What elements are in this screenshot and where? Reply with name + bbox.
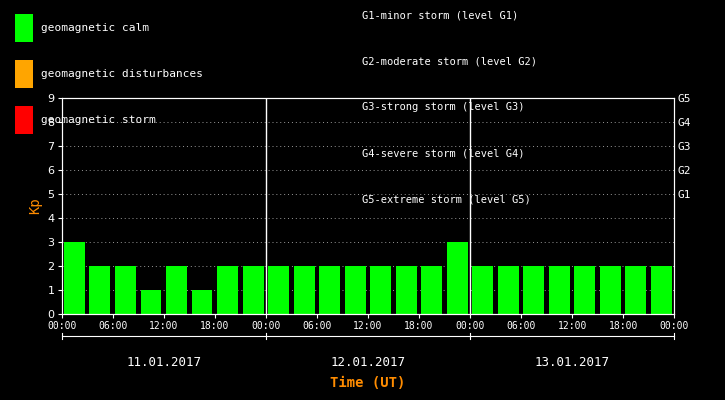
Bar bbox=[89, 266, 110, 314]
Text: geomagnetic storm: geomagnetic storm bbox=[41, 115, 156, 125]
Text: geomagnetic disturbances: geomagnetic disturbances bbox=[41, 69, 203, 79]
Text: G4-severe storm (level G4): G4-severe storm (level G4) bbox=[362, 148, 525, 158]
Bar bbox=[294, 266, 315, 314]
Bar bbox=[217, 266, 238, 314]
Bar bbox=[651, 266, 672, 314]
Text: geomagnetic calm: geomagnetic calm bbox=[41, 23, 149, 33]
Bar bbox=[447, 242, 468, 314]
Bar bbox=[191, 290, 212, 314]
Bar bbox=[370, 266, 392, 314]
Bar bbox=[523, 266, 544, 314]
Bar bbox=[574, 266, 595, 314]
Bar bbox=[115, 266, 136, 314]
Bar bbox=[473, 266, 493, 314]
Bar bbox=[396, 266, 417, 314]
Bar bbox=[600, 266, 621, 314]
Bar bbox=[243, 266, 263, 314]
Bar bbox=[344, 266, 365, 314]
Text: 11.01.2017: 11.01.2017 bbox=[126, 356, 202, 368]
Bar bbox=[498, 266, 519, 314]
Bar bbox=[549, 266, 570, 314]
Bar bbox=[166, 266, 187, 314]
Text: Time (UT): Time (UT) bbox=[331, 376, 405, 390]
Bar bbox=[319, 266, 340, 314]
Text: 13.01.2017: 13.01.2017 bbox=[534, 356, 610, 368]
Bar bbox=[64, 242, 85, 314]
Text: 12.01.2017: 12.01.2017 bbox=[331, 356, 405, 368]
Y-axis label: Kp: Kp bbox=[28, 198, 42, 214]
Bar bbox=[141, 290, 162, 314]
Bar bbox=[268, 266, 289, 314]
Text: G5-extreme storm (level G5): G5-extreme storm (level G5) bbox=[362, 194, 531, 204]
Text: G2-moderate storm (level G2): G2-moderate storm (level G2) bbox=[362, 56, 537, 66]
Text: G3-strong storm (level G3): G3-strong storm (level G3) bbox=[362, 102, 525, 112]
Bar bbox=[626, 266, 647, 314]
Bar bbox=[421, 266, 442, 314]
Text: G1-minor storm (level G1): G1-minor storm (level G1) bbox=[362, 10, 519, 20]
